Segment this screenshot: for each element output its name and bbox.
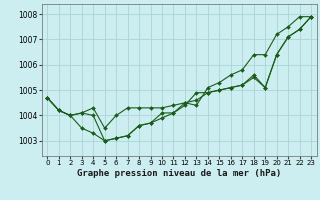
X-axis label: Graphe pression niveau de la mer (hPa): Graphe pression niveau de la mer (hPa) [77,169,281,178]
